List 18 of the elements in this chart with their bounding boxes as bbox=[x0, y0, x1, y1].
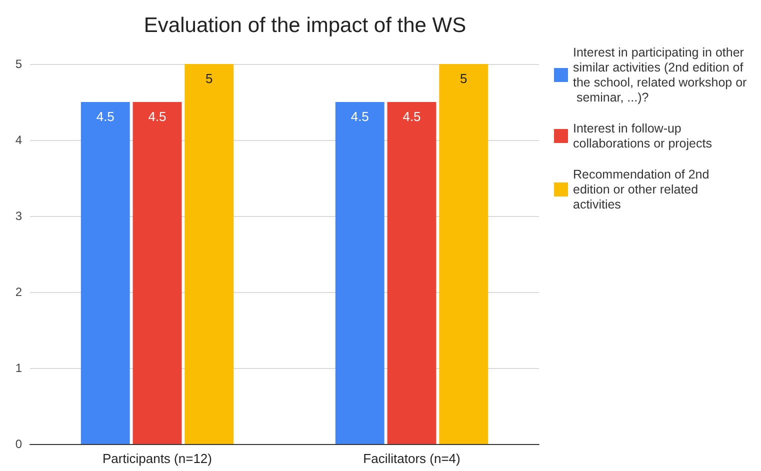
data-label: 5 bbox=[206, 71, 213, 86]
x-tick-label: Participants (n=12) bbox=[102, 451, 212, 466]
x-tick-label: Facilitators (n=4) bbox=[363, 451, 460, 466]
y-tick-label: 5 bbox=[15, 57, 22, 71]
y-tick-label: 1 bbox=[15, 361, 22, 375]
chart-title: Evaluation of the impact of the WS bbox=[144, 14, 466, 37]
data-label: 4.5 bbox=[350, 109, 369, 124]
y-tick-label: 0 bbox=[15, 437, 22, 451]
legend-label: Interest in follow-up collaborations or projects bbox=[573, 122, 712, 150]
y-tick-label: 3 bbox=[15, 209, 22, 223]
legend-label: Interest in participating in other similar activities (2nd edition of the school, related workshop or seminar, ...)? bbox=[573, 46, 748, 104]
legend-label: Recommendation of 2nd edition or other related activities bbox=[573, 168, 713, 212]
data-label: 5 bbox=[460, 71, 468, 86]
y-tick-label: 4 bbox=[15, 133, 22, 147]
data-label: 4.5 bbox=[96, 109, 114, 124]
y-tick-label: 2 bbox=[15, 285, 22, 299]
data-label: 4.5 bbox=[148, 109, 166, 124]
data-label: 4.5 bbox=[402, 109, 421, 124]
